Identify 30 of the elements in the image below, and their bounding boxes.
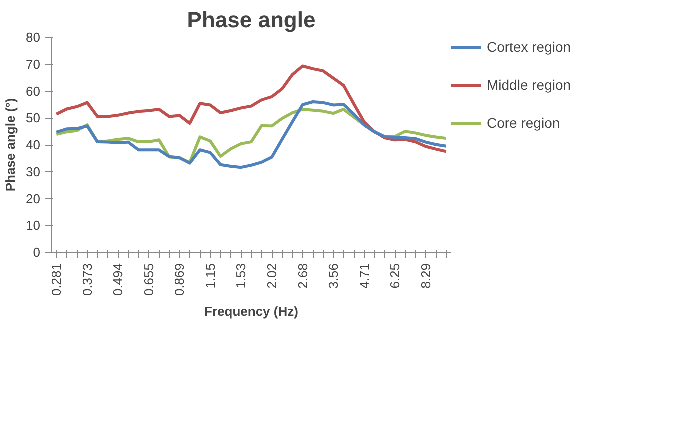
y-tick-label: 20 (26, 191, 41, 206)
x-tick-label: 8.29 (418, 263, 434, 289)
legend-label: Middle region (487, 77, 572, 93)
x-tick-label: 0.655 (141, 263, 156, 296)
chart-title: Phase angle (187, 8, 316, 32)
x-tick-label: 6.25 (388, 263, 403, 289)
x-tick-label: 3.56 (326, 263, 342, 289)
y-tick-label: 50 (26, 110, 41, 126)
x-tick-label: 4.71 (356, 263, 372, 289)
y-tick-label: 80 (26, 30, 41, 45)
y-tick-label: 40 (26, 138, 41, 152)
y-tick-label: 10 (26, 218, 41, 234)
line-series (55, 64, 448, 154)
y-tick-label: 0 (33, 245, 41, 260)
y-tick-label: 60 (26, 84, 41, 99)
x-axis-title: Frequency (Hz) (204, 304, 298, 320)
y-tick-label: 30 (26, 164, 41, 180)
x-tick-label: 1.53 (234, 263, 249, 289)
x-tick-label: 1.15 (202, 263, 218, 289)
legend-label: Core region (487, 115, 562, 131)
x-tick-label: 0.869 (172, 263, 188, 296)
x-tick-label: 2.02 (264, 263, 280, 289)
x-tick-label: 0.373 (80, 263, 95, 296)
legend-label: Cortex region (487, 39, 572, 55)
x-tick-label: 2.68 (295, 263, 310, 289)
x-tick-label: 0.281 (49, 263, 64, 296)
y-tick-label: 70 (26, 56, 41, 72)
line-series (55, 100, 448, 170)
y-axis-title: Phase angle (°) (3, 98, 18, 192)
x-tick-label: 0.494 (110, 263, 126, 296)
